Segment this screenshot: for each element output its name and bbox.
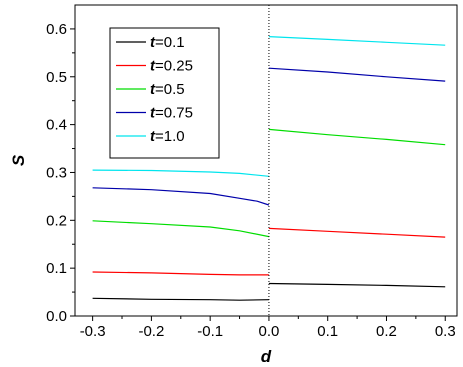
series-line-5-right xyxy=(268,36,446,46)
series-line-1-right xyxy=(268,282,446,288)
x-tick-label: 0.2 xyxy=(376,323,397,340)
x-tick-label: 0.1 xyxy=(317,323,338,340)
x-tick-label: 0.0 xyxy=(259,323,280,340)
legend: t=0.1 t=0.25 t=0.5 t=0.75 t=1.0 xyxy=(109,27,220,159)
series-line-1-left xyxy=(92,297,269,301)
y-tick-label: 0.2 xyxy=(46,212,67,229)
series-line-2-right xyxy=(268,227,446,238)
x-tick-label: 0.3 xyxy=(435,323,456,340)
legend-label: t=1.0 xyxy=(150,128,185,145)
plot-frame xyxy=(74,4,458,317)
y-tick-label: 0.0 xyxy=(46,308,67,325)
y-axis-label: S xyxy=(9,154,28,166)
y-tick-label: 0.4 xyxy=(46,117,67,134)
x-tick-label: -0.2 xyxy=(138,323,164,340)
y-tick-label: 0.3 xyxy=(46,164,67,181)
series-line-4-left xyxy=(92,187,270,206)
series-layer xyxy=(92,36,446,301)
y-tick-label: 0.6 xyxy=(46,21,67,38)
y-tick-label: 0.1 xyxy=(46,260,67,277)
series-line-5-left xyxy=(92,169,269,177)
legend-label: t=0.75 xyxy=(150,105,193,122)
legend-label: t=0.1 xyxy=(150,34,185,51)
y-tick-label: 0.5 xyxy=(46,69,67,86)
series-line-2-left xyxy=(92,271,269,276)
x-axis: -0.3 -0.2 -0.1 0.0 0.1 0.2 0.3 xyxy=(80,316,456,340)
legend-label: t=0.5 xyxy=(150,81,185,98)
x-tick-label: -0.1 xyxy=(197,323,223,340)
x-tick-label: -0.3 xyxy=(80,323,106,340)
series-line-3-right xyxy=(268,128,446,146)
x-axis-label: d xyxy=(261,347,272,366)
series-line-3-left xyxy=(92,220,270,238)
series-line-4-right xyxy=(268,67,446,82)
y-axis: 0.0 0.1 0.2 0.3 0.4 0.5 0.6 xyxy=(46,21,75,325)
legend-label: t=0.25 xyxy=(150,58,193,75)
